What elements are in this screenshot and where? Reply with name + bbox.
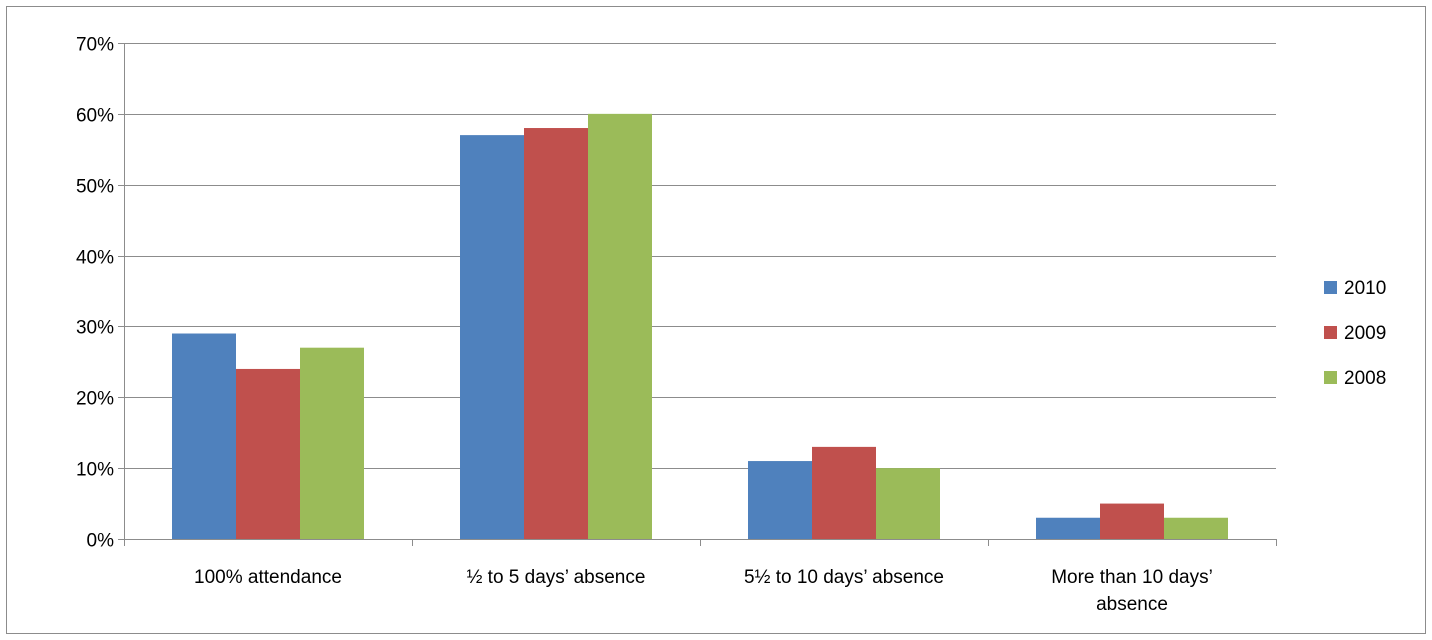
y-tick-label: 60% (76, 106, 114, 127)
x-category-label: ½ to 5 days’ absence (467, 567, 646, 588)
legend-swatch-2010 (1324, 281, 1337, 294)
x-category-label: 5½ to 10 days’ absence (744, 567, 944, 588)
y-tick-label: 40% (76, 248, 114, 269)
bar-2009-3 (1100, 503, 1164, 539)
legend-label-2008: 2008 (1344, 368, 1386, 389)
bar-2009-2 (812, 446, 876, 539)
bar-2008-3 (1164, 517, 1228, 539)
legend-swatch-2009 (1324, 326, 1337, 339)
y-tick-label: 50% (76, 177, 114, 198)
y-tick-label: 20% (76, 389, 114, 410)
chart-frame: 0% 10% 20% 30% 40% 50% 60% 70% 100% attendance ½… (6, 6, 1426, 634)
bar-2009-1 (524, 128, 588, 539)
bar-2010-1 (460, 135, 524, 539)
y-axis-tick-labels: 0% 10% 20% 30% 40% 50% 60% 70% (76, 35, 114, 552)
y-tick-label: 10% (76, 460, 114, 481)
legend-label-2010: 2010 (1344, 278, 1386, 299)
y-tick-label: 30% (76, 318, 114, 339)
x-category-label: 100% attendance (194, 567, 342, 588)
y-tick-label: 70% (76, 35, 114, 56)
bar-2008-2 (876, 468, 940, 539)
bar-2008-0 (300, 347, 364, 539)
bar-2010-0 (172, 333, 236, 539)
bar-2008-1 (588, 113, 652, 539)
bar-2009-0 (236, 368, 300, 539)
bar-chart: 0% 10% 20% 30% 40% 50% 60% 70% 100% attendance ½… (76, 35, 1386, 616)
bar-2010-3 (1036, 517, 1100, 539)
legend-swatch-2008 (1324, 371, 1337, 384)
bar-2010-2 (748, 461, 812, 539)
legend-label-2009: 2009 (1344, 323, 1386, 344)
legend: 2010 2009 2008 (1324, 278, 1386, 389)
x-category-label: absence (1096, 594, 1168, 615)
bars (172, 113, 1228, 539)
axes (124, 43, 1277, 546)
x-category-label: More than 10 days’ (1051, 567, 1213, 588)
x-axis-category-labels: 100% attendance ½ to 5 days’ absence 5½ to… (194, 567, 1213, 615)
y-tick-label: 0% (87, 531, 115, 552)
